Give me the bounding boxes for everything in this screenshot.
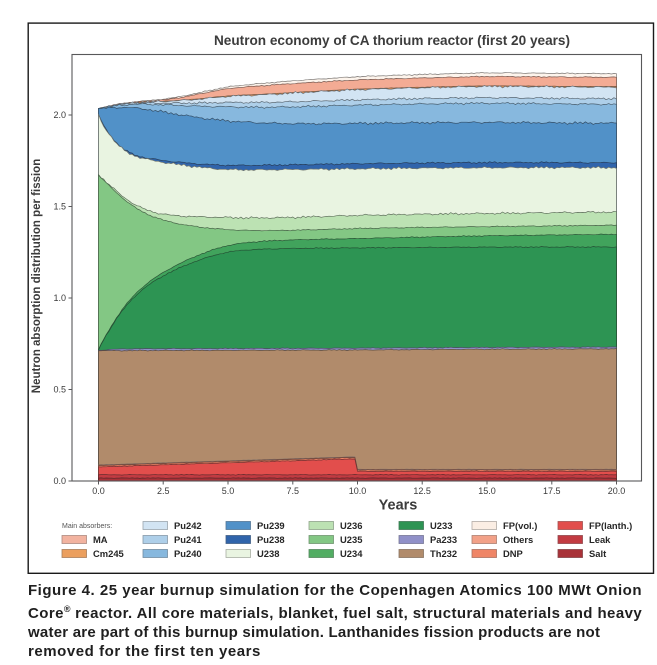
svg-text:Pu242: Pu242 (174, 520, 202, 531)
svg-text:10.0: 10.0 (349, 486, 367, 496)
svg-text:17.5: 17.5 (543, 486, 561, 496)
svg-text:FP(lanth.): FP(lanth.) (589, 520, 632, 531)
svg-text:U238: U238 (257, 548, 279, 559)
svg-text:Pa233: Pa233 (430, 534, 457, 545)
svg-text:Pu240: Pu240 (174, 548, 202, 559)
svg-text:Leak: Leak (589, 534, 611, 545)
svg-text:FP(vol.): FP(vol.) (503, 520, 537, 531)
svg-text:2.5: 2.5 (157, 486, 170, 496)
svg-text:12.5: 12.5 (413, 486, 431, 496)
svg-text:Th232: Th232 (430, 548, 457, 559)
svg-text:DNP: DNP (503, 548, 523, 559)
svg-text:Main absorbers:: Main absorbers: (62, 523, 112, 530)
svg-text:MA: MA (93, 534, 108, 545)
svg-text:Salt: Salt (589, 548, 606, 559)
svg-text:1.0: 1.0 (53, 293, 66, 303)
svg-text:Years: Years (379, 498, 418, 514)
svg-text:Pu239: Pu239 (257, 520, 285, 531)
svg-text:U233: U233 (430, 520, 452, 531)
svg-text:1.5: 1.5 (53, 202, 66, 212)
svg-text:Others: Others (503, 534, 533, 545)
svg-text:20.0: 20.0 (608, 486, 626, 496)
svg-text:15.0: 15.0 (478, 486, 496, 496)
svg-text:7.5: 7.5 (287, 486, 300, 496)
svg-text:U236: U236 (340, 520, 362, 531)
svg-text:0.0: 0.0 (53, 476, 66, 486)
svg-text:Neutron absorption distributio: Neutron absorption distribution per fiss… (31, 159, 43, 393)
svg-text:Cm245: Cm245 (93, 548, 124, 559)
svg-text:5.0: 5.0 (222, 486, 235, 496)
svg-text:Pu241: Pu241 (174, 534, 202, 545)
svg-text:0.5: 0.5 (53, 385, 66, 395)
svg-text:U235: U235 (340, 534, 362, 545)
svg-text:Pu238: Pu238 (257, 534, 285, 545)
svg-text:0.0: 0.0 (92, 486, 105, 496)
svg-text:2.0: 2.0 (53, 110, 66, 120)
svg-text:Neutron economy of CA thorium: Neutron economy of CA thorium reactor (f… (214, 33, 570, 48)
svg-text:U234: U234 (340, 548, 363, 559)
